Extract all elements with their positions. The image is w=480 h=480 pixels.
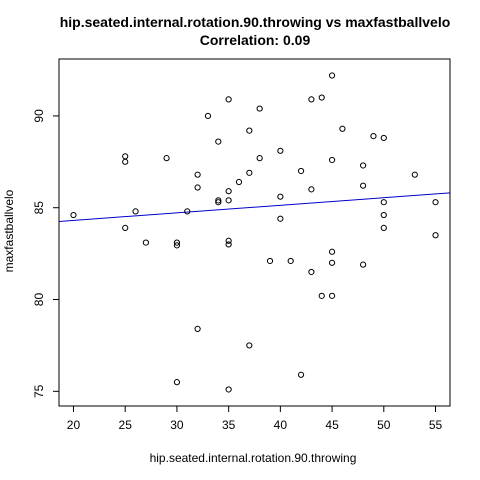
data-point xyxy=(360,261,367,268)
trend-line xyxy=(58,192,451,222)
data-point xyxy=(266,257,274,265)
data-point xyxy=(225,237,232,244)
data-point xyxy=(225,197,232,204)
data-point xyxy=(70,211,77,219)
y-axis-label: maxfastballvelo xyxy=(2,189,16,272)
data-point xyxy=(173,379,181,386)
data-point xyxy=(277,193,284,200)
data-point xyxy=(380,199,387,206)
data-point xyxy=(215,138,222,145)
data-point xyxy=(380,211,387,219)
data-point xyxy=(297,371,305,378)
data-point xyxy=(328,292,336,299)
x-axis: 20 25 30 35 40 45 50 55 xyxy=(67,406,443,432)
x-tick-label: 55 xyxy=(429,418,443,432)
data-point xyxy=(246,169,253,176)
data-point xyxy=(328,259,336,266)
data-point xyxy=(225,96,232,103)
data-point xyxy=(328,156,336,164)
data-point xyxy=(225,188,232,195)
data-point xyxy=(184,208,191,215)
trend-line-layer xyxy=(58,192,451,222)
y-tick-label: 75 xyxy=(32,384,46,398)
x-tick-label: 40 xyxy=(274,418,288,432)
data-point xyxy=(256,105,263,112)
data-point xyxy=(328,248,336,255)
data-point xyxy=(246,342,253,349)
data-point xyxy=(360,182,367,189)
data-point xyxy=(308,268,315,276)
data-point xyxy=(173,242,181,249)
data-point xyxy=(173,239,181,246)
data-point xyxy=(318,94,325,101)
x-tick-label: 20 xyxy=(67,418,81,432)
data-point xyxy=(163,155,170,162)
data-point xyxy=(122,153,129,160)
data-point xyxy=(380,224,387,232)
data-point xyxy=(204,112,212,120)
x-tick-label: 35 xyxy=(222,418,236,432)
data-point xyxy=(225,241,232,248)
data-point xyxy=(122,158,129,165)
data-point xyxy=(235,178,243,186)
y-axis: 75 80 85 90 xyxy=(32,109,59,398)
x-tick-label: 45 xyxy=(325,418,339,432)
x-axis-label: hip.seated.internal.rotation.90.throwing xyxy=(150,451,357,465)
data-point xyxy=(328,72,336,79)
data-point xyxy=(432,199,439,206)
data-point xyxy=(318,292,325,299)
data-point xyxy=(287,257,294,265)
data-point xyxy=(256,155,263,162)
data-point xyxy=(297,167,305,175)
chart-title: hip.seated.internal.rotation.90.throwing… xyxy=(60,14,451,30)
data-point xyxy=(277,215,284,222)
data-point xyxy=(308,186,315,193)
data-point xyxy=(215,197,222,204)
data-point xyxy=(360,162,367,169)
y-tick-label: 80 xyxy=(32,293,46,307)
data-point xyxy=(142,239,149,246)
data-point xyxy=(370,133,377,140)
data-point xyxy=(225,386,232,393)
data-point xyxy=(215,199,222,206)
y-tick-label: 90 xyxy=(32,109,46,123)
data-point xyxy=(194,325,201,332)
plot-frame xyxy=(58,58,451,407)
x-tick-label: 50 xyxy=(377,418,391,432)
data-point xyxy=(194,171,201,178)
data-point xyxy=(308,96,315,103)
y-tick-label: 85 xyxy=(32,201,46,215)
data-point xyxy=(277,147,284,154)
x-tick-label: 25 xyxy=(119,418,133,432)
data-point xyxy=(411,171,418,178)
data-point xyxy=(339,125,346,132)
data-point xyxy=(194,184,201,191)
data-points-layer xyxy=(70,72,439,393)
data-point xyxy=(380,134,387,142)
data-point xyxy=(122,224,129,232)
chart-subtitle: Correlation: 0.09 xyxy=(200,32,311,48)
data-point xyxy=(246,127,253,134)
data-point xyxy=(132,208,139,215)
data-point xyxy=(432,232,439,239)
x-tick-label: 30 xyxy=(170,418,184,432)
